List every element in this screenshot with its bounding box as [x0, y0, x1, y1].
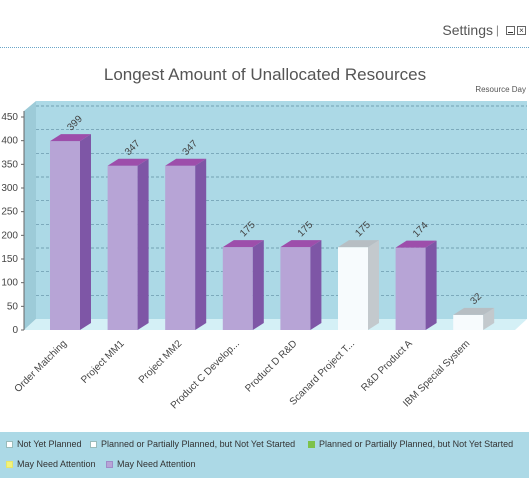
y-tick-label: 50: [7, 301, 19, 312]
x-tick-label: Project MM1: [79, 338, 127, 386]
bar-top: [222, 240, 264, 248]
bar-front: [453, 314, 484, 330]
side-wall: [24, 101, 36, 330]
x-tick-label: R&D Product A: [359, 338, 415, 394]
bar-top: [107, 158, 149, 166]
legend-label: Planned or Partially Planned, but Not Ye…: [101, 439, 296, 449]
legend-item: Not Yet Planned: [6, 439, 82, 449]
x-tick-label: Scanard Project T...: [288, 338, 357, 407]
close-icon[interactable]: ×: [517, 26, 526, 35]
y-tick-label: 350: [1, 159, 18, 170]
legend-swatch: [6, 440, 13, 448]
legend-item: Planned or Partially Planned, but Not Ye…: [308, 439, 513, 449]
y-tick-label: 250: [1, 207, 18, 218]
x-tick-label: Product D R&D: [243, 338, 299, 394]
x-tick-label: Project MM2: [137, 338, 185, 386]
bar-front: [280, 247, 311, 330]
legend-swatch: [308, 440, 315, 448]
y-tick-label: 100: [1, 278, 18, 289]
bar-side: [310, 240, 322, 330]
y-tick-label: 300: [1, 183, 18, 194]
bar-front: [338, 247, 368, 330]
legend-item: May Need Attention: [106, 459, 196, 469]
unit-label: Resource Day: [475, 85, 526, 94]
bar-front: [107, 165, 138, 330]
header-divider: [0, 47, 529, 48]
bar-side: [252, 240, 264, 330]
bar-front: [222, 247, 253, 330]
bar-top: [280, 240, 322, 248]
bar-front: [165, 165, 196, 330]
legend-label: Not Yet Planned: [17, 439, 82, 449]
y-tick-label: 200: [1, 230, 18, 241]
window-header: Settings | ×: [0, 0, 529, 48]
legend-swatch: [106, 460, 113, 468]
settings-link[interactable]: Settings: [442, 22, 493, 38]
legend-label: May Need Attention: [17, 459, 96, 469]
floor: [24, 319, 527, 330]
bar-top: [165, 158, 207, 166]
bar-side: [195, 158, 207, 330]
legend: Not Yet Planned Planned or Partially Pla…: [0, 432, 529, 478]
x-tick-label: Order Matching: [13, 338, 70, 395]
legend-item: Planned or Partially Planned, but Not Ye…: [90, 439, 295, 449]
bar-top: [50, 134, 91, 142]
bar-side: [80, 134, 91, 330]
minimize-icon[interactable]: [506, 26, 515, 35]
chart-title: Longest Amount of Unallocated Resources: [104, 65, 426, 84]
bar-top: [453, 307, 495, 315]
legend-label: May Need Attention: [117, 459, 196, 469]
y-tick-label: 150: [1, 254, 18, 265]
bar-front: [50, 141, 80, 330]
bar-chart: Longest Amount of Unallocated Resources …: [1, 65, 527, 411]
legend-swatch: [6, 460, 13, 468]
y-tick-label: 400: [1, 136, 18, 147]
legend-item: May Need Attention: [6, 459, 96, 469]
y-tick-label: 0: [12, 325, 18, 336]
bar-side: [483, 307, 495, 330]
separator: |: [495, 23, 499, 37]
bar-top: [338, 240, 379, 248]
bar-top: [395, 240, 437, 248]
bar-front: [395, 247, 426, 330]
bar-side: [368, 240, 379, 330]
legend-label: Planned or Partially Planned, but Not Ye…: [319, 439, 514, 449]
x-tick-label: IBM Special System: [401, 338, 472, 409]
y-tick-label: 450: [1, 112, 18, 123]
bar-side: [425, 240, 437, 330]
legend-swatch: [90, 440, 97, 448]
bar-side: [137, 158, 149, 330]
